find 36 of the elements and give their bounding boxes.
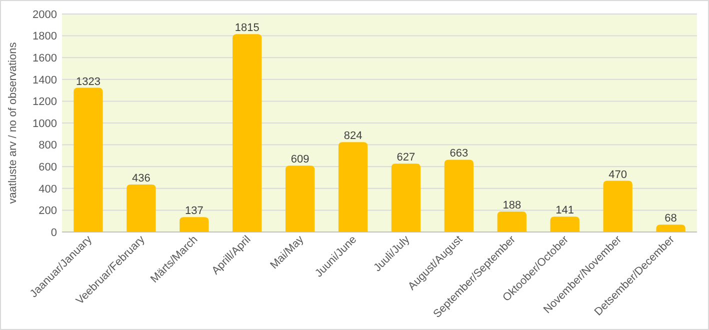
bar (550, 216, 580, 232)
data-label: 436 (132, 172, 150, 184)
y-tick-label: 0 (50, 226, 57, 239)
y-tick-label: 1400 (32, 74, 57, 86)
data-label: 188 (502, 200, 522, 212)
data-label: 627 (396, 152, 416, 164)
y-tick-label: 200 (38, 205, 57, 218)
y-tick-label: 2000 (32, 8, 57, 21)
data-label: 1323 (76, 76, 100, 88)
data-label: 470 (608, 168, 628, 181)
y-tick-label: 1000 (32, 118, 57, 130)
bar (74, 88, 103, 232)
data-label: 609 (290, 154, 310, 166)
data-label: 137 (184, 205, 204, 218)
bar (603, 180, 632, 232)
bar (391, 164, 421, 232)
bar (338, 142, 368, 232)
bar (285, 166, 315, 232)
y-axis-title: vaatluste arv / no of observations (7, 42, 19, 204)
bar (126, 184, 156, 232)
y-tick-label: 800 (38, 140, 57, 152)
bar (232, 34, 262, 232)
data-label: 68 (664, 212, 677, 225)
data-label: 824 (344, 130, 362, 142)
bar (497, 212, 526, 232)
y-tick-label: 1200 (32, 96, 57, 108)
bar (180, 217, 209, 232)
y-tick-label: 1600 (32, 52, 57, 64)
bar (444, 160, 474, 232)
y-tick-label: 400 (38, 183, 57, 196)
data-label: 141 (556, 204, 574, 217)
y-tick-label: 1800 (32, 30, 57, 43)
y-tick-label: 600 (38, 161, 57, 174)
data-label: 1815 (234, 22, 260, 34)
bar (656, 224, 686, 232)
data-label: 663 (450, 148, 468, 160)
